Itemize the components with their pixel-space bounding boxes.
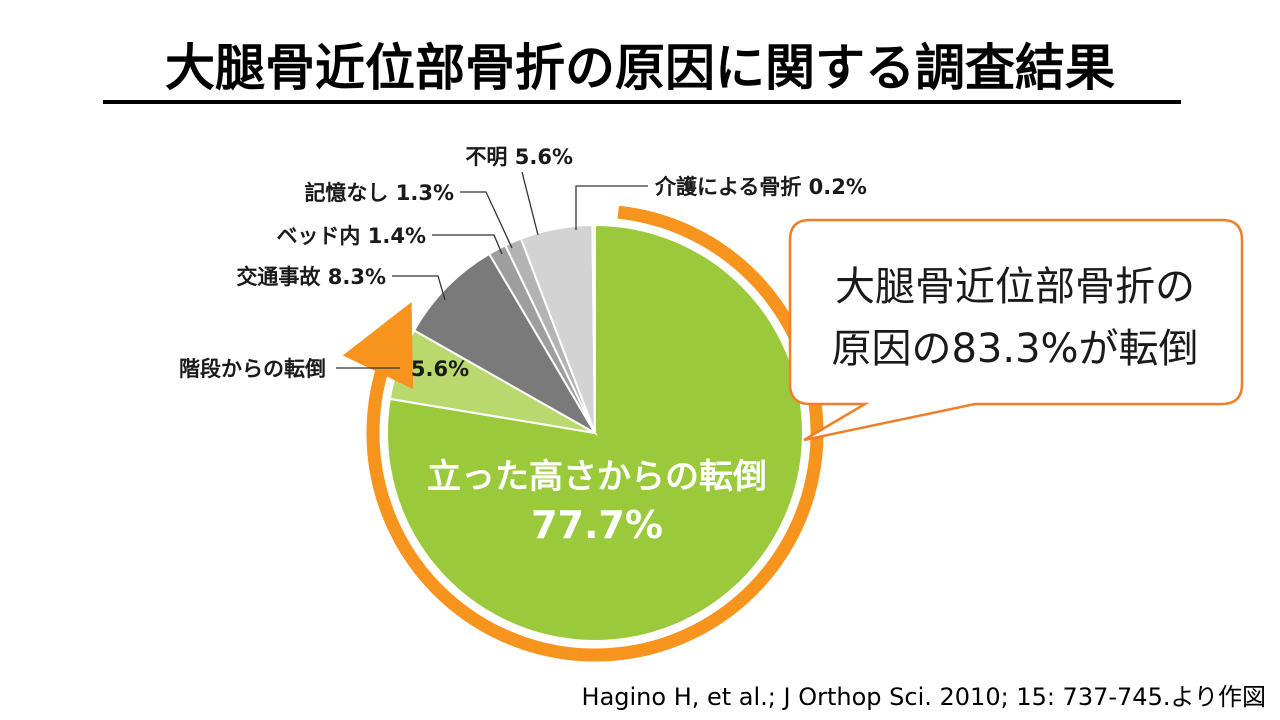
slice-label-階段からの転倒: 階段からの転倒 <box>179 357 326 381</box>
callout-bubble: 大腿骨近位部骨折の 原因の83.3%が転倒 <box>788 218 1244 442</box>
callout-shape <box>788 218 1244 442</box>
slice-value-階段からの転倒: 5.6% <box>411 357 469 381</box>
slide-title: 大腿骨近位部骨折の原因に関する調査結果 <box>165 39 1115 97</box>
callout-line-1: 大腿骨近位部骨折の <box>835 264 1195 310</box>
leader-lines <box>336 171 648 369</box>
pie-slices <box>386 223 804 642</box>
leader-line-5 <box>521 171 539 236</box>
callout-line-2: 原因の83.3%が転倒 <box>831 326 1198 372</box>
citation: Hagino H, et al.; J Orthop Sci. 2010; 15… <box>581 683 1266 711</box>
slice-label-記憶なし: 記憶なし 1.3% <box>304 181 454 205</box>
leader-line-4 <box>460 191 513 249</box>
leader-line-2 <box>392 275 446 301</box>
leader-line-6 <box>575 185 648 230</box>
pie-slice-6 <box>591 223 596 434</box>
pie-slice-2 <box>412 252 598 436</box>
slice-label-交通事故: 交通事故 8.3% <box>236 265 386 289</box>
slice-label-ベッド内: ベッド内 1.4% <box>276 224 426 248</box>
pie-slice-0 <box>386 223 804 642</box>
leader-line-3 <box>432 234 503 255</box>
slice-labels: 立った高さからの転倒 77.7% 階段からの転倒 5.6% 交通事故 8.3% ベッド内 … <box>179 145 867 547</box>
title-underline <box>103 100 1181 104</box>
slice-label-介護による骨折: 介護による骨折 0.2% <box>654 175 867 199</box>
fall-highlight-arc <box>342 205 824 662</box>
slice-label-不明: 不明 5.6% <box>465 145 573 169</box>
main-slice-value: 77.7% <box>531 503 663 547</box>
main-slice-name: 立った高さからの転倒 <box>427 457 767 497</box>
main-slice-label: 立った高さからの転倒 77.7% <box>427 457 767 547</box>
